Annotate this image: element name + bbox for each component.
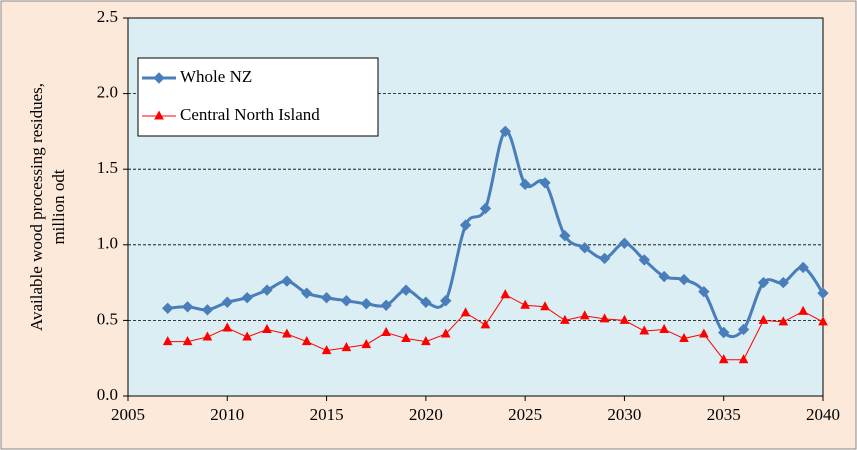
x-tick-label: 2040 — [806, 405, 840, 424]
marker — [757, 276, 770, 289]
marker — [261, 284, 273, 296]
series-line — [167, 129, 825, 339]
marker — [619, 314, 630, 324]
marker — [381, 326, 391, 336]
marker — [460, 307, 471, 317]
marker — [440, 295, 452, 307]
marker — [421, 336, 431, 346]
marker — [737, 323, 750, 336]
legend-label: Whole NZ — [180, 67, 252, 86]
marker — [699, 328, 709, 338]
y-axis-title: million odt — [49, 169, 68, 244]
marker — [560, 314, 570, 324]
marker — [242, 331, 252, 341]
marker — [639, 325, 650, 335]
marker — [798, 305, 808, 315]
marker — [380, 299, 392, 311]
marker — [301, 287, 313, 299]
marker — [222, 322, 233, 332]
marker — [401, 332, 411, 343]
marker — [618, 237, 631, 249]
marker — [221, 296, 233, 308]
x-tick-label: 2015 — [310, 405, 344, 424]
marker — [638, 254, 650, 266]
marker — [658, 270, 670, 283]
marker — [519, 178, 531, 191]
marker — [679, 332, 689, 343]
y-tick-label: 2.5 — [97, 7, 118, 26]
marker — [777, 276, 789, 289]
marker — [162, 336, 173, 346]
y-tick-label: 0.0 — [97, 385, 118, 404]
marker — [281, 275, 293, 287]
marker — [360, 298, 372, 310]
marker — [361, 339, 372, 349]
marker — [162, 302, 174, 315]
marker — [182, 336, 193, 346]
y-tick-label: 0.5 — [97, 309, 118, 328]
marker — [817, 287, 829, 299]
series-line — [167, 294, 824, 361]
legend-label: Central North Island — [180, 105, 320, 124]
x-tick-label: 2035 — [707, 405, 741, 424]
marker — [341, 342, 352, 352]
marker — [420, 296, 432, 308]
y-tick-label: 1.5 — [97, 158, 118, 177]
marker — [818, 316, 828, 326]
marker — [758, 314, 769, 324]
marker — [202, 331, 213, 341]
marker — [539, 177, 551, 189]
marker — [598, 252, 611, 265]
y-axis-title: Available wood processing residues, — [27, 83, 46, 331]
marker — [400, 284, 412, 296]
marker — [718, 326, 730, 339]
x-tick-label: 2020 — [409, 405, 443, 424]
marker — [678, 273, 690, 286]
marker — [559, 230, 571, 242]
marker — [241, 292, 253, 304]
marker — [459, 219, 472, 231]
marker — [698, 285, 710, 298]
marker — [659, 323, 669, 333]
marker — [340, 295, 353, 307]
marker — [499, 125, 511, 138]
marker — [579, 310, 590, 320]
legend-marker — [153, 72, 165, 84]
marker — [440, 328, 451, 338]
x-tick-label: 2005 — [111, 405, 145, 424]
marker — [599, 313, 610, 323]
legend-box — [137, 57, 379, 137]
marker — [778, 316, 789, 326]
x-tick-label: 2030 — [607, 405, 641, 424]
marker — [320, 292, 333, 304]
marker — [282, 328, 292, 338]
marker — [718, 354, 729, 364]
marker — [500, 289, 511, 299]
marker — [301, 336, 312, 346]
marker — [540, 301, 550, 311]
y-tick-label: 2.0 — [97, 83, 118, 102]
x-tick-label: 2010 — [210, 405, 244, 424]
marker — [797, 261, 809, 274]
marker — [520, 299, 530, 309]
marker — [480, 319, 491, 329]
x-tick-label: 2025 — [508, 405, 542, 424]
marker — [579, 242, 591, 254]
marker — [262, 323, 272, 333]
marker — [181, 301, 194, 313]
legend-marker — [154, 110, 164, 120]
marker — [479, 202, 492, 215]
marker — [201, 304, 214, 316]
marker — [321, 345, 332, 355]
y-tick-label: 1.0 — [97, 234, 118, 253]
marker — [738, 354, 749, 364]
